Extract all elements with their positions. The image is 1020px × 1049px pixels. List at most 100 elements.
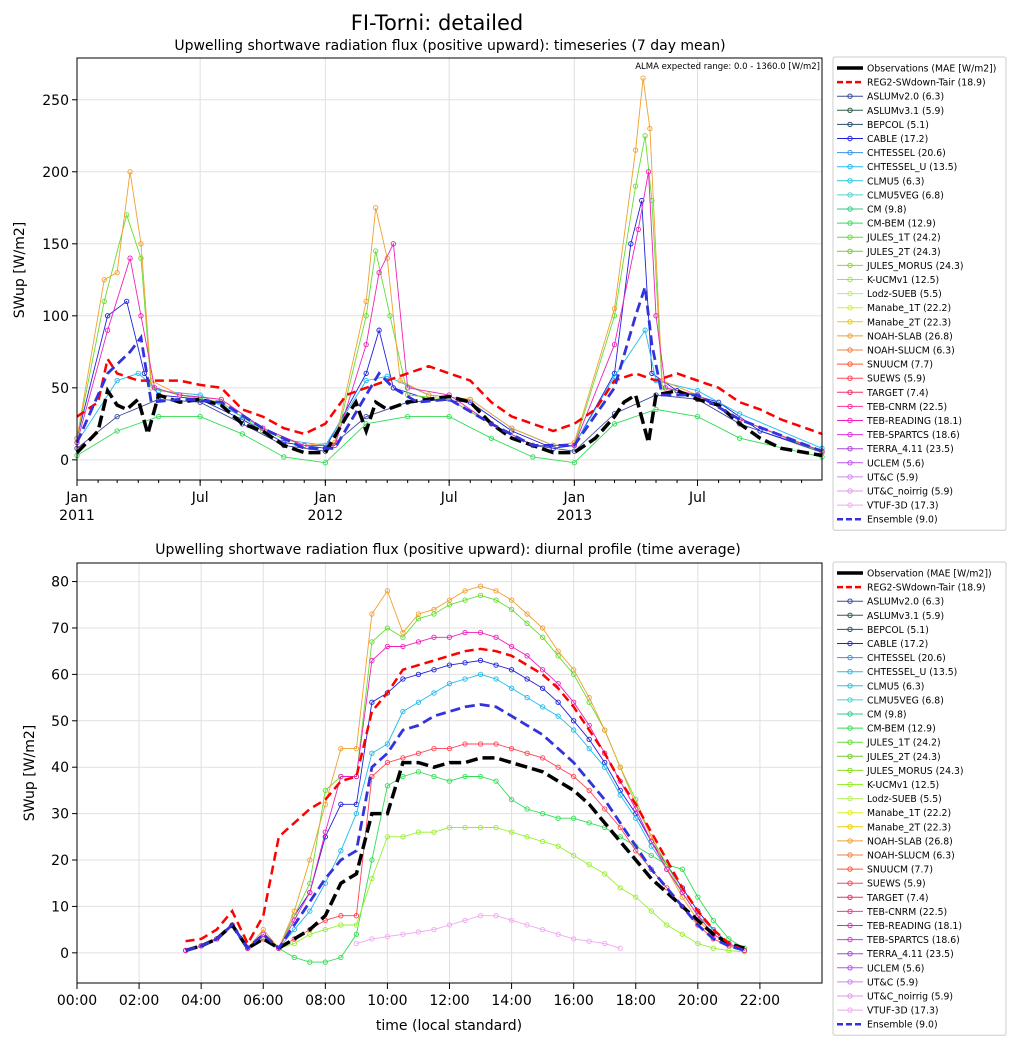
series-line <box>185 673 745 951</box>
series-marker <box>101 298 107 305</box>
series-marker <box>369 611 375 617</box>
series-marker <box>611 341 618 348</box>
series-marker <box>260 931 266 937</box>
series-marker <box>555 648 561 654</box>
series-marker <box>586 745 592 752</box>
series-marker <box>555 681 561 687</box>
series-marker <box>617 945 623 951</box>
ytick-label: 80 <box>51 575 69 591</box>
series-marker <box>353 922 360 928</box>
timeseries-range-annotation: ALMA expected range: 0.0 - 1360.0 [W/m2] <box>635 62 820 72</box>
legend-label: CHTESSEL_U (13.5) <box>867 667 957 678</box>
series-marker <box>633 894 639 900</box>
series-marker <box>662 385 669 391</box>
xtick-label: 20:00 <box>678 993 718 1009</box>
series-marker <box>586 694 592 701</box>
series-marker <box>363 298 369 305</box>
series-marker <box>679 931 685 937</box>
xtick-label: Jan <box>563 490 586 506</box>
series-marker <box>508 643 515 650</box>
series-marker <box>586 736 592 743</box>
series-marker <box>353 913 360 919</box>
xtick-label: 06:00 <box>243 993 283 1009</box>
ytick-label: 150 <box>42 237 69 253</box>
series-marker <box>555 815 561 821</box>
legend-box <box>832 56 1007 531</box>
diurnal-yticks: 0 10 20 30 40 50 60 70 80 <box>51 575 77 962</box>
legend-label: ASLUMv3.1 (5.9) <box>867 611 944 622</box>
series-marker <box>695 913 701 919</box>
series-line <box>185 585 745 951</box>
series-marker <box>648 838 654 845</box>
series-marker <box>363 370 369 377</box>
series-marker <box>628 241 634 247</box>
series-marker <box>376 269 382 276</box>
legend-label: Lodz-SUEB (5.5) <box>867 289 942 300</box>
legend-label: TERRA_4.11 (23.5) <box>866 949 954 960</box>
series-marker <box>400 755 406 761</box>
series-marker <box>405 413 411 420</box>
series-marker <box>602 727 608 733</box>
legend-label: K-UCMv1 (12.5) <box>867 275 939 286</box>
xtick-label: 12:00 <box>429 993 469 1009</box>
series-marker <box>493 741 499 747</box>
series-marker <box>555 843 561 849</box>
xtick-label: Jan <box>314 490 337 506</box>
timeseries-xticks: Jan 2011 Jul Jan 2012 Jul Jan 2013 Jul <box>59 480 803 524</box>
series-marker <box>338 745 344 752</box>
legend-label: VTUF-3D (17.3) <box>867 1006 939 1017</box>
series-marker <box>695 894 701 900</box>
series-line <box>76 408 823 464</box>
series-marker <box>586 787 592 794</box>
series-marker <box>446 778 453 784</box>
legend-label: Manabe_2T (22.3) <box>867 317 951 328</box>
series-marker <box>338 913 344 919</box>
series-marker <box>101 277 107 283</box>
series-marker <box>415 829 422 835</box>
series-marker <box>431 667 437 673</box>
xtick-label: Jul <box>440 490 458 506</box>
series-marker <box>384 759 391 766</box>
ytick-label: 0 <box>60 946 69 962</box>
series-marker <box>415 929 422 935</box>
series-marker <box>477 824 484 831</box>
series-marker <box>135 370 141 377</box>
series-marker <box>291 954 297 961</box>
series-marker <box>124 298 130 305</box>
series-line <box>185 632 745 951</box>
series-marker <box>488 435 494 441</box>
legend-label: Observations (MAE [W/m2]) <box>867 64 996 75</box>
series-marker <box>477 629 484 636</box>
legend-label: CABLE (17.2) <box>867 134 928 145</box>
series-marker <box>639 197 645 204</box>
ytick-label: 20 <box>51 853 69 869</box>
series-marker <box>493 913 499 919</box>
legend-label: TEB-READING (18.1) <box>866 416 962 427</box>
series-marker <box>415 750 422 756</box>
series-marker <box>338 848 344 854</box>
xtick-label: 16:00 <box>553 993 593 1009</box>
series-marker <box>617 824 623 831</box>
series-marker <box>384 741 391 747</box>
series-marker <box>431 926 437 933</box>
xtick-label: 00:00 <box>57 993 97 1009</box>
xtick-label: Jul <box>191 490 209 506</box>
series-marker <box>493 597 499 603</box>
series-marker <box>555 764 561 770</box>
legend-label: TEB-CNRM (22.5) <box>866 907 947 918</box>
legend-label: Ensemble (9.0) <box>867 515 938 526</box>
series-marker <box>653 313 659 319</box>
legend-label: VTUF-3D (17.3) <box>867 501 939 512</box>
series-marker <box>509 425 515 431</box>
ytick-label: 200 <box>42 165 69 181</box>
series-marker <box>602 940 608 947</box>
series-marker <box>138 241 144 247</box>
legend-label: TEB-CNRM (22.5) <box>866 402 947 413</box>
series-marker <box>127 255 133 261</box>
legend-label: Manabe_1T (22.2) <box>867 303 951 314</box>
series-marker <box>322 801 328 807</box>
timeseries-title: Upwelling shortwave radiation flux (posi… <box>174 38 725 54</box>
series-marker <box>376 327 382 333</box>
legend-label: SUEWS (5.9) <box>867 374 926 385</box>
legend-label: UCLEM (5.6) <box>867 458 924 469</box>
